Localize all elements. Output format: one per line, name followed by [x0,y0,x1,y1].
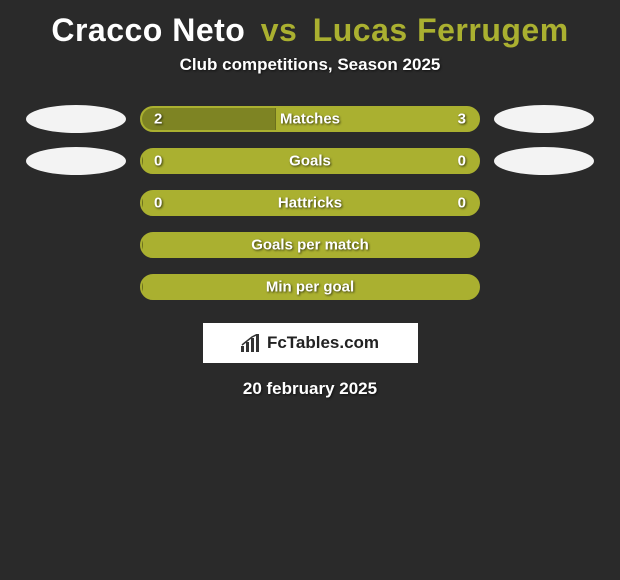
stat-value-left: 2 [154,111,162,128]
stat-value-left: 0 [154,153,162,170]
footer-date: 20 february 2025 [0,379,620,399]
stat-label: Goals [289,153,331,170]
stat-bar: 0 Goals 0 [140,148,480,174]
stat-row: Min per goal [0,273,620,301]
stat-row: 0 Hattricks 0 [0,189,620,217]
player2-chip [494,147,594,175]
chart-icon [241,334,263,352]
player2-chip [494,105,594,133]
stat-value-right: 0 [458,195,466,212]
branding-badge[interactable]: FcTables.com [203,323,418,363]
vs-label: vs [261,12,298,48]
chip-spacer [26,273,126,301]
stat-bar: 0 Hattricks 0 [140,190,480,216]
bar-fill-left [142,150,143,172]
stat-label: Matches [280,111,340,128]
bar-fill-left [142,276,143,298]
stat-bar: 2 Matches 3 [140,106,480,132]
stats-rows: 2 Matches 3 0 Goals 0 0 Hattricks 0 Goals per mat… [0,105,620,301]
subtitle: Club competitions, Season 2025 [0,55,620,75]
stat-label: Hattricks [278,195,342,212]
stat-value-right: 0 [458,153,466,170]
stat-label: Goals per match [251,237,369,254]
bar-fill-left [142,192,143,214]
chip-spacer [494,189,594,217]
player1-chip [26,147,126,175]
stat-value-right: 3 [458,111,466,128]
chip-spacer [26,231,126,259]
chip-spacer [494,231,594,259]
player1-chip [26,105,126,133]
chip-spacer [26,189,126,217]
stat-value-left: 0 [154,195,162,212]
chip-spacer [494,273,594,301]
branding-text: FcTables.com [267,333,379,353]
stat-row: Goals per match [0,231,620,259]
stat-bar: Min per goal [140,274,480,300]
stat-label: Min per goal [266,279,354,296]
comparison-title: Cracco Neto vs Lucas Ferrugem [0,8,620,55]
stat-row: 2 Matches 3 [0,105,620,133]
bar-fill-left [142,234,143,256]
player1-name: Cracco Neto [51,12,245,48]
stat-bar: Goals per match [140,232,480,258]
player2-name: Lucas Ferrugem [313,12,569,48]
stat-row: 0 Goals 0 [0,147,620,175]
